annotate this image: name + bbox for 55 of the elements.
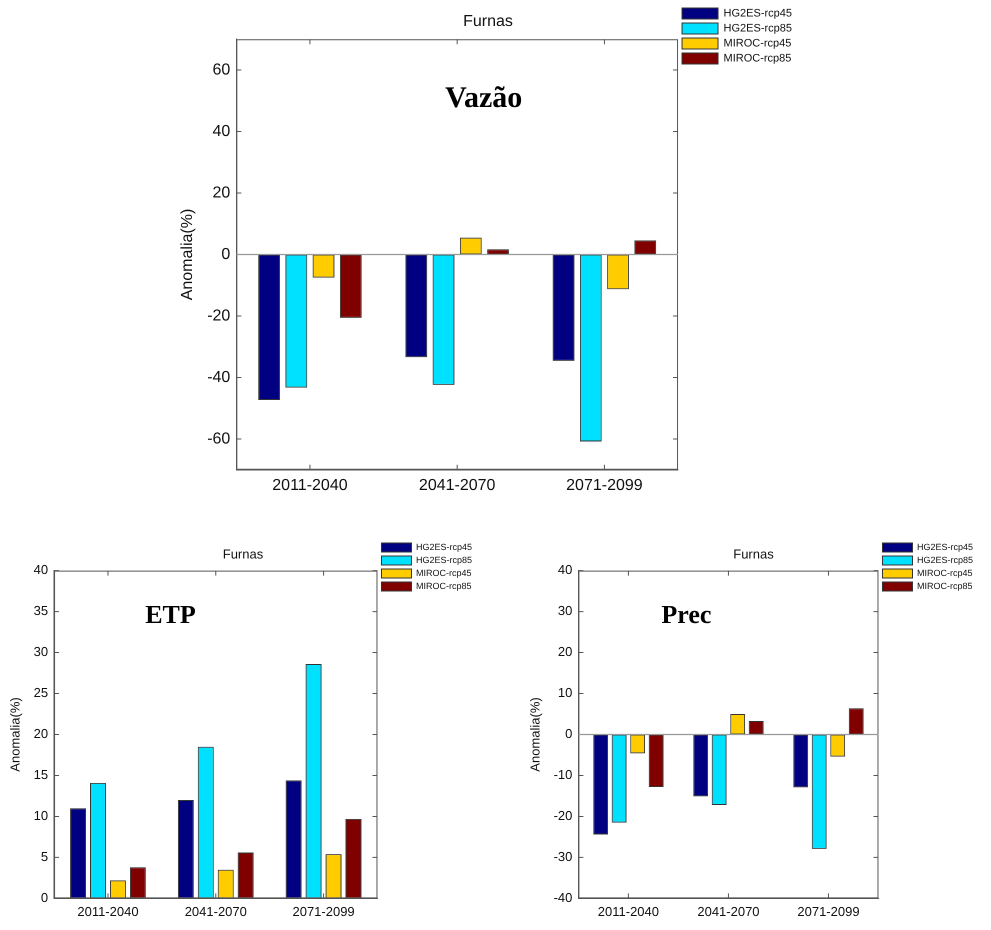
- y-tick-label: 60: [212, 61, 230, 78]
- x-tick-label: 2071-2099: [292, 904, 355, 919]
- y-tick-label: 30: [558, 603, 572, 618]
- x-tick-label: 2041-2070: [418, 476, 496, 494]
- y-tick-label: 40: [558, 562, 572, 578]
- legend-label: HG2ES-rcp45: [416, 542, 472, 552]
- chart-title: Furnas: [733, 546, 774, 562]
- y-tick-label: 40: [212, 122, 230, 140]
- y-tick-label: 5: [40, 849, 48, 864]
- legend-label: HG2ES-rcp85: [724, 22, 792, 35]
- y-tick-label: -60: [207, 430, 230, 448]
- y-tick-label: 20: [212, 184, 230, 202]
- legend-label: HG2ES-rcp45: [916, 542, 974, 552]
- legend-label: HG2ES-rcp85: [916, 554, 974, 565]
- x-tick-label: 2071-2099: [797, 904, 860, 919]
- y-tick-label: -30: [554, 849, 572, 864]
- x-tick-label: 2011-2040: [77, 904, 139, 919]
- legend-label: MIROC-rcp85: [724, 52, 792, 65]
- y-tick-label: 10: [558, 685, 572, 700]
- legend-label: MIROC-rcp85: [916, 580, 972, 591]
- y-tick-label: 0: [221, 246, 230, 263]
- y-tick-label: -10: [554, 767, 572, 782]
- y-tick-label: 35: [34, 603, 48, 618]
- y-tick-label: -20: [554, 808, 572, 824]
- y-tick-label: 0: [565, 726, 572, 742]
- y-tick-label: 15: [34, 767, 48, 782]
- legend-label: HG2ES-rcp85: [416, 554, 472, 565]
- y-axis-title: Anomalia(%): [179, 208, 196, 300]
- y-axis-title: Anomalia(%): [7, 697, 22, 772]
- annotation: ETP: [145, 600, 196, 630]
- legend-label: MIROC-rcp85: [416, 580, 472, 591]
- chart-title: Furnas: [463, 13, 513, 30]
- y-tick-label: -40: [207, 368, 230, 386]
- legend-label: MIROC-rcp45: [724, 38, 792, 50]
- x-tick-label: 2041-2070: [697, 904, 760, 919]
- legend-label: MIROC-rcp45: [916, 568, 972, 578]
- legend-label: MIROC-rcp45: [416, 568, 472, 578]
- y-tick-label: 40: [34, 562, 48, 578]
- chart-title: Furnas: [222, 546, 264, 562]
- x-tick-label: 2011-2040: [598, 904, 660, 919]
- annotation: Prec: [661, 600, 712, 630]
- y-axis-title: Anomalia(%): [527, 697, 542, 772]
- y-tick-label: 20: [558, 644, 572, 660]
- x-tick-label: 2071-2099: [566, 476, 643, 494]
- x-tick-label: 2011-2040: [272, 476, 348, 494]
- x-tick-label: 2041-2070: [184, 904, 247, 919]
- annotation: Vazão: [445, 81, 522, 114]
- y-tick-label: 10: [34, 808, 48, 824]
- y-tick-label: 20: [34, 726, 48, 742]
- legend-label: HG2ES-rcp45: [724, 8, 792, 20]
- y-tick-label: 30: [34, 644, 48, 660]
- y-tick-label: 25: [34, 685, 48, 700]
- y-tick-label: -40: [554, 890, 572, 905]
- y-tick-label: -20: [207, 307, 230, 324]
- y-tick-label: 0: [40, 890, 48, 905]
